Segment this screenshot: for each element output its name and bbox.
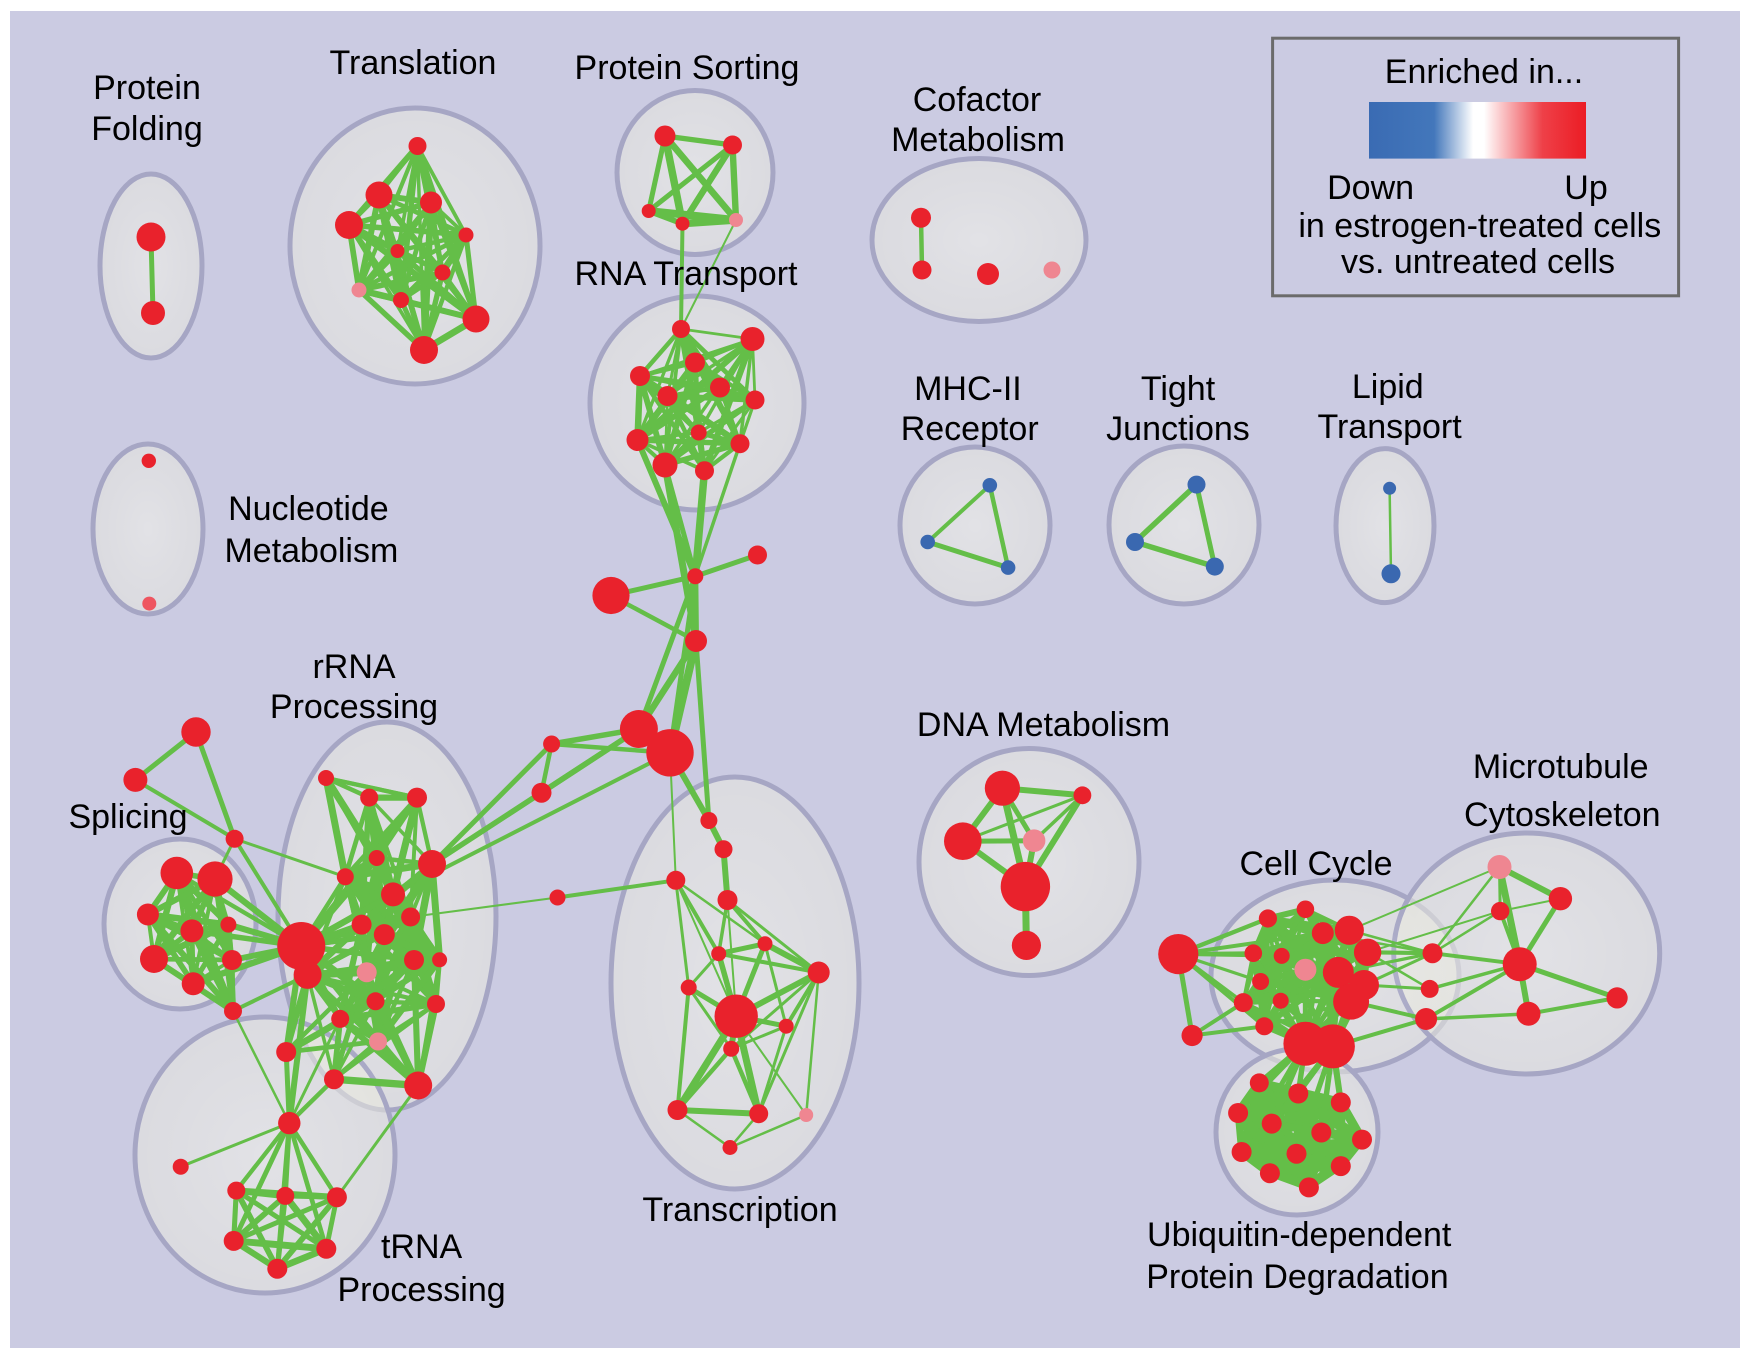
svg-text:Folding: Folding: [91, 110, 203, 148]
svg-text:rRNA: rRNA: [312, 648, 395, 686]
svg-text:Tight: Tight: [1141, 370, 1216, 408]
svg-text:DNA Metabolism: DNA Metabolism: [917, 706, 1170, 744]
svg-text:Cytoskeleton: Cytoskeleton: [1464, 796, 1661, 834]
svg-text:in estrogen-treated cells: in estrogen-treated cells: [1298, 207, 1661, 245]
svg-text:Metabolism: Metabolism: [891, 121, 1065, 159]
svg-text:Cofactor: Cofactor: [913, 81, 1042, 119]
svg-text:Protein Degradation: Protein Degradation: [1146, 1258, 1448, 1296]
svg-text:Transport: Transport: [1317, 408, 1462, 446]
svg-text:Junctions: Junctions: [1106, 410, 1250, 448]
svg-text:Ubiquitin-dependent: Ubiquitin-dependent: [1147, 1216, 1452, 1254]
svg-text:Transcription: Transcription: [642, 1191, 837, 1229]
svg-text:Processing: Processing: [337, 1271, 505, 1309]
svg-text:MHC-II: MHC-II: [914, 370, 1022, 408]
svg-text:Microtubule: Microtubule: [1473, 748, 1649, 786]
svg-text:Metabolism: Metabolism: [224, 532, 398, 570]
svg-text:Lipid: Lipid: [1352, 368, 1424, 406]
svg-text:Splicing: Splicing: [68, 798, 187, 836]
svg-text:Down: Down: [1327, 169, 1414, 207]
svg-text:tRNA: tRNA: [381, 1228, 463, 1266]
svg-text:Protein Sorting: Protein Sorting: [575, 49, 800, 87]
svg-text:Up: Up: [1564, 169, 1607, 207]
svg-text:vs. untreated cells: vs. untreated cells: [1341, 243, 1615, 281]
svg-text:RNA Transport: RNA Transport: [575, 255, 799, 293]
svg-text:Receptor: Receptor: [901, 410, 1039, 448]
svg-text:Cell Cycle: Cell Cycle: [1239, 845, 1392, 883]
svg-text:Nucleotide: Nucleotide: [228, 490, 389, 528]
svg-text:Enriched in...: Enriched in...: [1385, 53, 1583, 91]
svg-text:Protein: Protein: [93, 69, 201, 107]
svg-text:Translation: Translation: [330, 44, 497, 82]
svg-text:Processing: Processing: [270, 688, 438, 726]
